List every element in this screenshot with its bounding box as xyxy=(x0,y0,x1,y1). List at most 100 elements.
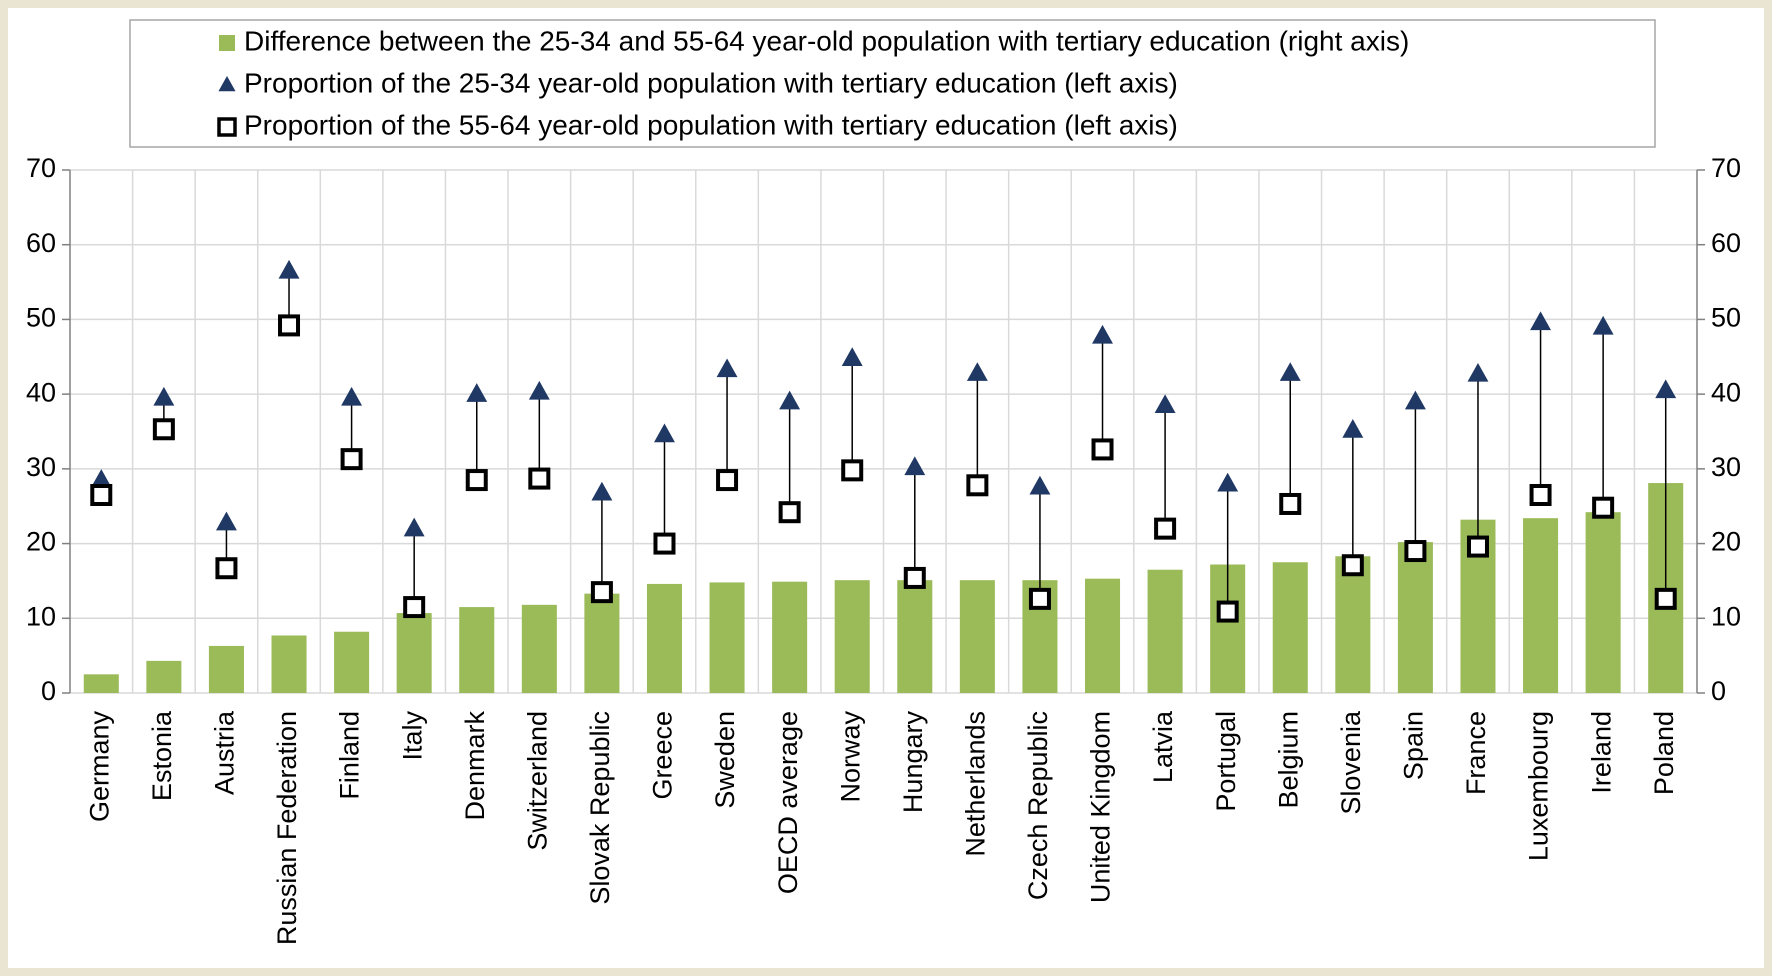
bar xyxy=(521,604,557,693)
legend-label: Difference between the 25-34 and 55-64 y… xyxy=(244,25,1409,56)
square-marker xyxy=(152,418,175,441)
square-marker xyxy=(903,566,926,589)
x-tick-label: Slovenia xyxy=(1336,710,1366,815)
y2-tick-label: 30 xyxy=(1711,452,1741,482)
legend-swatch xyxy=(217,117,237,137)
square-marker xyxy=(1592,496,1615,519)
triangle-marker xyxy=(904,456,926,476)
triangle-marker xyxy=(654,423,675,443)
triangle-marker xyxy=(716,358,738,378)
legend-label: Proportion of the 25-34 year-old populat… xyxy=(244,67,1178,98)
x-tick-label: Portugal xyxy=(1211,711,1241,812)
x-tick-label: Poland xyxy=(1649,711,1679,795)
triangle-marker xyxy=(1404,390,1426,410)
y-tick-label: 0 xyxy=(41,676,56,706)
bar xyxy=(1397,542,1433,693)
triangle-marker xyxy=(466,383,488,402)
bar xyxy=(834,580,870,693)
x-tick-label: Norway xyxy=(835,711,865,803)
square-marker xyxy=(778,501,801,524)
y2-tick-label: 10 xyxy=(1711,601,1741,631)
triangle-marker xyxy=(1467,362,1489,382)
y2-tick-label: 40 xyxy=(1711,377,1741,407)
y2-tick-label: 60 xyxy=(1711,228,1741,258)
triangle-marker xyxy=(1154,394,1176,414)
triangle-marker xyxy=(528,380,550,400)
triangle-marker xyxy=(779,390,801,410)
triangle-marker xyxy=(1592,315,1614,335)
x-tick-label: Spain xyxy=(1399,711,1429,780)
x-tick-label: Czech Republic xyxy=(1023,711,1053,900)
square-marker xyxy=(653,532,676,555)
y-tick-label: 60 xyxy=(26,228,56,258)
bar xyxy=(1335,556,1371,693)
x-tick-label: Russian Federation xyxy=(272,711,302,945)
square-marker xyxy=(215,557,238,580)
bar xyxy=(1523,518,1559,693)
bar xyxy=(459,607,495,693)
y-tick-label: 30 xyxy=(26,452,56,482)
y-tick-label: 40 xyxy=(26,377,56,407)
triangle-marker xyxy=(215,511,237,531)
square-marker xyxy=(528,467,551,490)
triangle-marker xyxy=(841,347,863,366)
square-marker xyxy=(1028,587,1051,610)
triangle-marker xyxy=(153,386,175,406)
bar xyxy=(146,660,182,693)
y-tick-label: 50 xyxy=(26,303,56,333)
x-tick-label: Finland xyxy=(335,711,365,800)
x-tick-label: Austria xyxy=(210,710,240,795)
y2-tick-label: 20 xyxy=(1711,527,1741,557)
triangle-marker xyxy=(1279,362,1301,381)
x-tick-label: Denmark xyxy=(460,711,490,821)
y2-tick-label: 70 xyxy=(1711,153,1741,183)
bar xyxy=(1585,512,1621,693)
x-tick-label: Greece xyxy=(648,711,678,800)
x-tick-label: Latvia xyxy=(1148,710,1178,783)
square-marker xyxy=(716,469,739,492)
x-tick-label: Sweden xyxy=(710,711,740,809)
square-marker xyxy=(1404,540,1427,563)
square-marker xyxy=(966,474,989,497)
legend-swatch xyxy=(218,76,236,92)
triangle-marker xyxy=(966,362,988,381)
square-marker xyxy=(278,314,301,337)
bar xyxy=(1272,562,1308,693)
y-tick-label: 20 xyxy=(26,527,56,557)
x-tick-label: Belgium xyxy=(1273,711,1303,809)
square-marker xyxy=(1216,600,1239,623)
square-marker xyxy=(1091,438,1114,461)
plot-panel xyxy=(8,8,1764,968)
triangle-marker xyxy=(1530,311,1552,331)
x-tick-label: Netherlands xyxy=(960,711,990,857)
square-marker xyxy=(1654,587,1677,610)
square-marker xyxy=(1341,554,1364,577)
square-marker xyxy=(1466,535,1489,558)
bar xyxy=(1147,569,1183,693)
bar xyxy=(334,631,370,693)
bar xyxy=(897,580,933,693)
x-tick-label: Slovak Republic xyxy=(585,711,615,905)
legend-box xyxy=(129,19,1656,148)
triangle-marker xyxy=(1342,419,1364,438)
x-tick-label: Estonia xyxy=(147,710,177,801)
square-marker xyxy=(465,469,488,492)
square-marker xyxy=(403,596,426,619)
y-tick-label: 10 xyxy=(26,601,56,631)
x-tick-label: Hungary xyxy=(898,711,928,814)
triangle-marker xyxy=(278,259,300,279)
triangle-marker xyxy=(90,469,112,488)
bar xyxy=(396,613,432,693)
triangle-marker xyxy=(591,481,613,501)
triangle-marker xyxy=(1217,472,1239,492)
bar xyxy=(772,581,808,693)
square-marker xyxy=(1529,484,1552,507)
y-tick-label: 70 xyxy=(26,153,56,183)
x-tick-label: Ireland xyxy=(1586,711,1616,794)
bar xyxy=(584,593,620,693)
x-tick-label: Italy xyxy=(397,711,427,761)
x-tick-label: United Kingdom xyxy=(1086,711,1116,903)
bar xyxy=(83,674,119,693)
square-marker xyxy=(90,484,113,507)
